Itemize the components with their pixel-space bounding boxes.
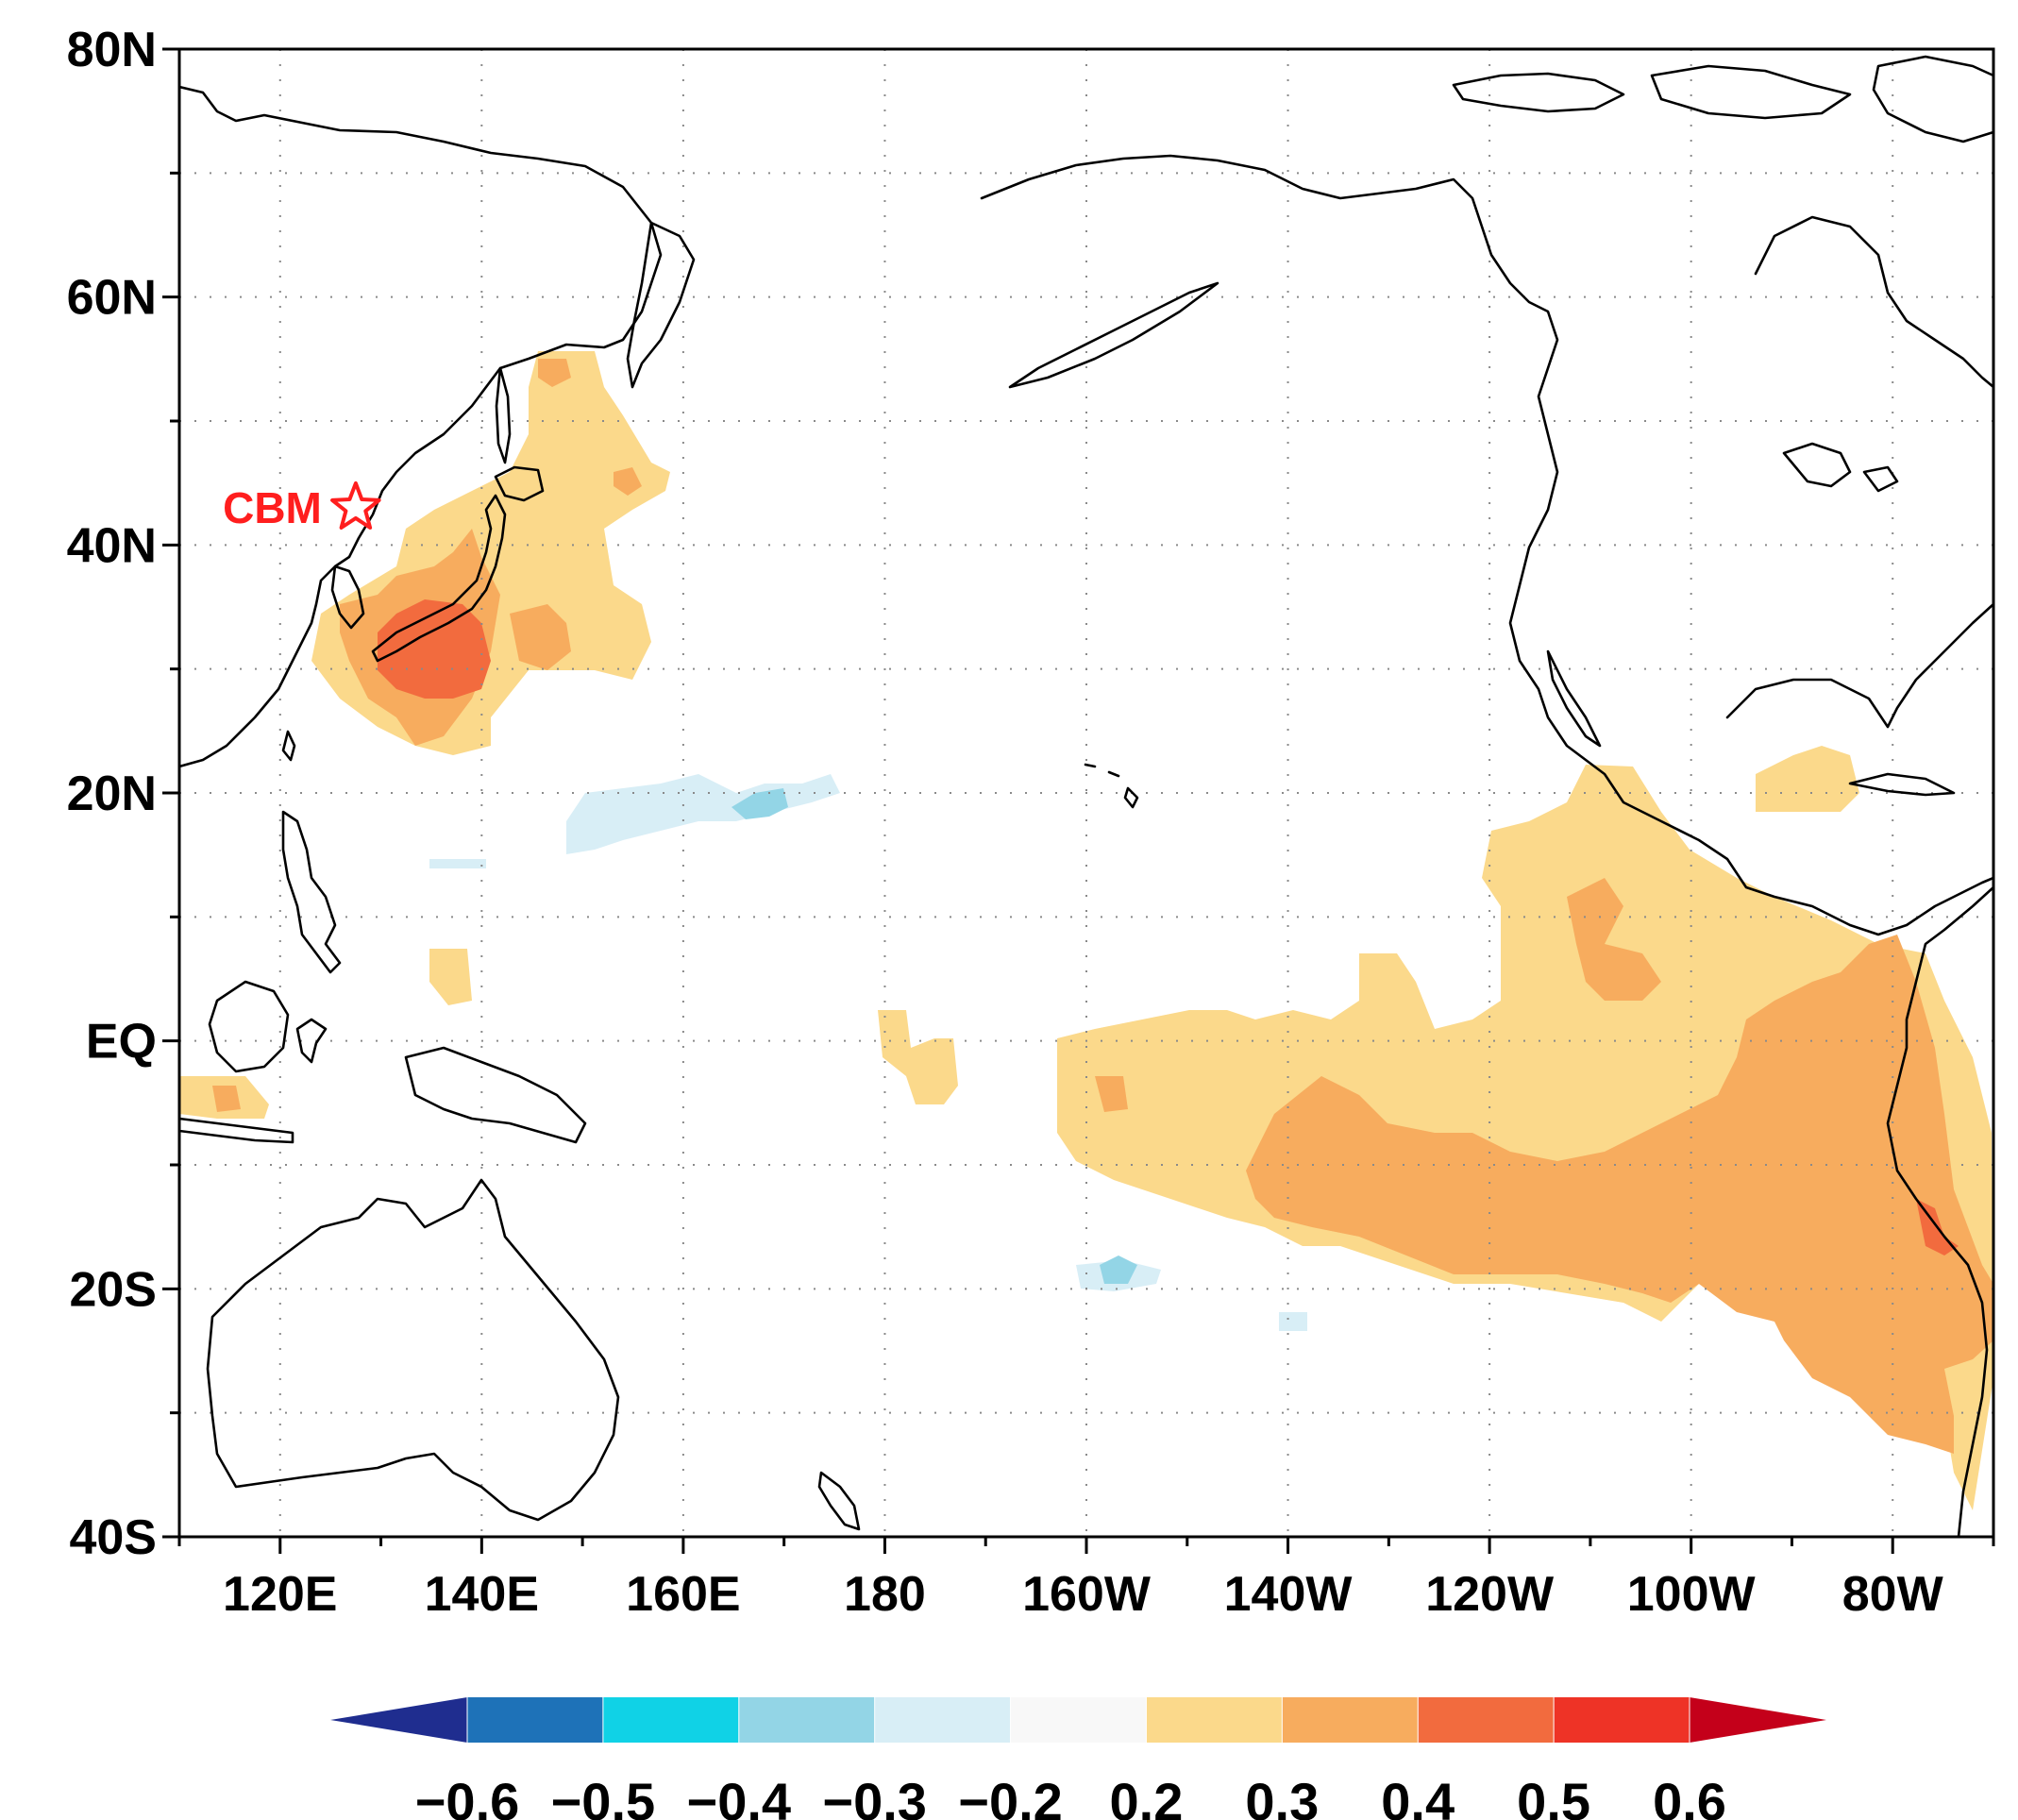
coast-arctic-2	[1650, 64, 1852, 120]
colorbar-label: 0.4	[1381, 1772, 1455, 1820]
cbm-label: CBM	[223, 483, 322, 532]
colorbar-label: −0.6	[415, 1772, 520, 1820]
colorbar-box	[467, 1697, 604, 1743]
shade-south-negative-weak-2	[1279, 1312, 1307, 1331]
longitude-labels: 120E 140E 160E 180 160W 140W 120W 100W 80W	[223, 1567, 1944, 1622]
colorbar-label: −0.3	[822, 1772, 927, 1820]
longitude-label: 180	[844, 1567, 926, 1622]
shade-subtropical-negative-moderate	[732, 788, 788, 819]
longitude-label: 160E	[626, 1567, 740, 1622]
correlation-shading	[179, 351, 1993, 1510]
axis-ticks	[162, 47, 1995, 1554]
longitude-label: 140W	[1224, 1567, 1354, 1622]
coast-kamchatka	[626, 221, 696, 389]
coast-new-zealand	[817, 1471, 861, 1531]
shade-east-pacific-moderate	[1246, 935, 1993, 1454]
coast-australia	[206, 1178, 620, 1522]
colorbar-box	[1554, 1697, 1690, 1743]
colorbar-box	[1282, 1697, 1419, 1743]
latitude-label: 40N	[67, 518, 157, 573]
colorbar-box	[874, 1697, 1012, 1743]
coast-asia	[179, 85, 663, 768]
coast-north-america	[980, 154, 1993, 936]
colorbar-min-arrow	[330, 1697, 467, 1743]
latitude-label: 80N	[67, 23, 157, 77]
coast-arctic-1	[1452, 72, 1625, 113]
longitude-label: 100W	[1627, 1567, 1757, 1622]
colorbar-box	[738, 1697, 876, 1743]
shade-philippines-sea-weak	[429, 949, 472, 1005]
coastlines	[179, 55, 1993, 1537]
shade-south-negative-moderate	[1100, 1255, 1137, 1284]
coast-hawaii	[1084, 763, 1139, 809]
shade-subtropical-negative-weak	[566, 774, 840, 854]
coast-arctic-3	[1872, 55, 1993, 143]
latitude-label: EQ	[86, 1015, 157, 1070]
colorbar-label: −0.2	[958, 1772, 1063, 1820]
coast-philippines	[281, 810, 342, 974]
coast-hokkaido	[494, 465, 545, 502]
colorbar: −0.6 −0.5 −0.4 −0.3 −0.2 0.2 0.3 0.4 0.5 0.6	[330, 1697, 1826, 1820]
shade-gulf-weak	[1756, 746, 1859, 812]
cbm-marker: CBM	[223, 480, 381, 532]
latitude-label: 20N	[67, 767, 157, 821]
colorbar-box	[1418, 1697, 1555, 1743]
longitude-label: 140E	[425, 1567, 539, 1622]
shade-japan-weak	[311, 351, 670, 755]
coast-borneo	[208, 980, 290, 1073]
map-plot-area	[179, 49, 1993, 1537]
coast-alaska-peninsula	[1008, 281, 1219, 389]
coast-great-lakes	[1782, 442, 1899, 493]
latitude-label: 40S	[69, 1510, 157, 1565]
colorbar-label: −0.5	[551, 1772, 656, 1820]
colorbar-label: 0.2	[1110, 1772, 1184, 1820]
longitude-label: 160W	[1022, 1567, 1152, 1622]
coast-gulf	[1725, 602, 1993, 729]
colorbar-label: 0.3	[1245, 1772, 1319, 1820]
colorbar-box	[1010, 1697, 1147, 1743]
shade-east-pacific-weak	[1057, 765, 1993, 1510]
shade-kuril-moderate	[614, 467, 642, 496]
latitude-labels: 80N 60N 40N 20N EQ 20S 40S	[67, 23, 157, 1565]
colorbar-label: 0.5	[1517, 1772, 1590, 1820]
coast-south-america	[1886, 885, 1993, 1537]
latitude-label: 20S	[69, 1262, 157, 1317]
colorbar-max-arrow	[1690, 1697, 1826, 1743]
latitude-label: 60N	[67, 271, 157, 326]
colorbar-label: 0.6	[1653, 1772, 1726, 1820]
shade-indonesia-moderate	[212, 1086, 241, 1112]
coast-korea	[330, 565, 365, 630]
shade-japan-strong	[378, 599, 491, 699]
coast-hudson	[1754, 215, 1993, 389]
coast-sulawesi	[295, 1018, 328, 1064]
longitude-label: 80W	[1842, 1567, 1944, 1622]
colorbar-box	[602, 1697, 740, 1743]
longitude-label: 120W	[1425, 1567, 1555, 1622]
shade-hawaii-negative-weak	[429, 859, 486, 868]
shade-east-pacific-moderate-2	[1567, 878, 1661, 1001]
shade-okhotsk-moderate	[538, 359, 571, 387]
star-icon	[330, 480, 381, 530]
colorbar-box	[1146, 1697, 1283, 1743]
shade-central-weak	[878, 1010, 958, 1104]
longitude-label: 120E	[223, 1567, 337, 1622]
gridlines	[179, 49, 1993, 1537]
shade-kuroshio-moderate	[510, 604, 571, 670]
coast-cuba	[1848, 772, 1956, 797]
coast-sakhalin	[495, 366, 512, 464]
coast-new-guinea	[404, 1046, 587, 1144]
coast-japan	[371, 494, 507, 663]
colorbar-label: −0.4	[686, 1772, 791, 1820]
coast-baja	[1546, 649, 1602, 748]
shade-central-moderate	[1095, 1076, 1128, 1112]
coast-java	[179, 1117, 294, 1144]
coast-taiwan	[281, 730, 296, 762]
